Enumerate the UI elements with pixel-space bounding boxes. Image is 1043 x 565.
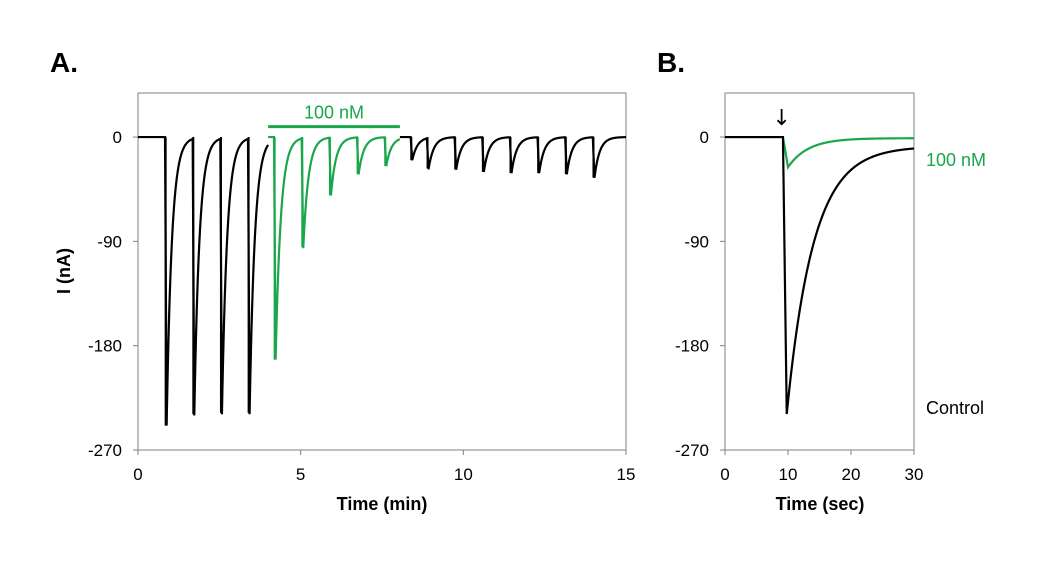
panel-b-series [725,135,915,415]
panel-b-y-ticks: 0 -90 -180 -270 [675,128,725,460]
panel-a-y-tick-label: -180 [88,337,122,356]
panel-a-y-axis-title: I (nA) [54,248,74,294]
panel-a-100nm-trace [268,135,401,360]
panel-b-label: B. [657,47,685,78]
panel-b-y-tick-label: -180 [675,337,709,356]
panel-b-x-axis-title: Time (sec) [776,494,865,514]
panel-a-y-tick-label: -270 [88,441,122,460]
panel-b-y-tick-label: 0 [700,128,709,147]
panel-b-x-tick-label: 0 [720,465,729,484]
panel-a-y-tick-label: 0 [113,128,122,147]
panel-b-y-tick-label: -270 [675,441,709,460]
panel-a-chart: 0 5 10 15 0 -90 -180 -270 100 nM Time (min) I … [54,92,635,514]
panel-a-y-tick-label: -90 [97,232,122,251]
panel-b-y-tick-label: -90 [684,232,709,251]
panel-b-series-label-100nm: 100 nM [926,150,986,170]
panel-b-series-label-control: Control [926,398,984,418]
panel-b-x-tick-label: 30 [905,465,924,484]
panel-b-control-trace [725,135,915,415]
panel-b-x-tick-label: 10 [779,465,798,484]
panel-b-x-ticks: 0 10 20 30 [720,450,923,484]
panel-b-chart: 0 10 20 30 0 -90 -180 -270 ↓ 100 nM Control Ti… [675,92,986,514]
stimulus-arrow-icon: ↓ [772,106,790,131]
panel-a-application-label: 100 nM [304,103,364,123]
panel-a-x-axis-title: Time (min) [337,494,428,514]
panel-a-control-trace [138,135,270,426]
panel-a-series [138,135,626,426]
panel-a-plot-frame [137,92,627,451]
panel-a-annotations: 100 nM [268,103,400,129]
panel-a-x-tick-label: 5 [296,465,305,484]
panel-b-x-tick-label: 20 [842,465,861,484]
panel-a-x-tick-label: 15 [617,465,636,484]
panel-a-x-ticks: 0 5 10 15 [133,450,635,484]
panel-a-label: A. [50,47,78,78]
panel-b-plot-frame [724,92,915,451]
panel-a-x-tick-label: 0 [133,465,142,484]
panel-a-control-trace [399,135,626,178]
panel-a-x-tick-label: 10 [454,465,473,484]
panel-a-y-ticks: 0 -90 -180 -270 [88,128,138,460]
